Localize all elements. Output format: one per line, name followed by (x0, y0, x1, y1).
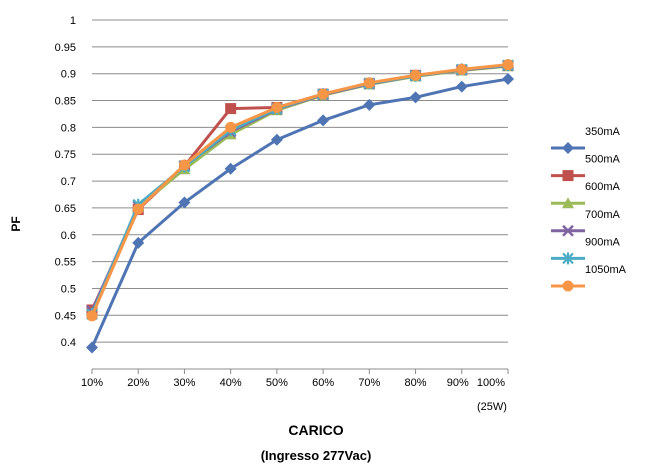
y-tick-label: 0.4 (61, 337, 76, 349)
data-point (502, 59, 514, 71)
series-line (90, 63, 509, 315)
legend: 350mA 500mA 600mA 700mA 900mA 1050mA (551, 126, 627, 292)
legend-marker (562, 197, 574, 209)
legend-label: 350mA (585, 126, 621, 138)
series-line (90, 77, 509, 349)
x-tick-label: 10% (81, 377, 103, 389)
x-tick-label: 40% (220, 377, 242, 389)
y-tick-label: 0.95 (55, 42, 76, 54)
y-tick-labels: 0.4 0.45 0.5 0.55 0.6 0.65 0.7 0.75 0.8 0.85 0.9 0.… (55, 15, 76, 349)
series-900mA (86, 59, 514, 321)
data-point (178, 159, 190, 171)
series-600mA (86, 60, 514, 318)
y-tick-label: 0.75 (55, 149, 76, 161)
data-point (410, 69, 422, 81)
data-point (363, 77, 375, 89)
y-tick-label: 0.45 (55, 310, 76, 322)
series-700mA (86, 59, 514, 317)
x-tick-label: 100% (477, 377, 505, 389)
data-point (86, 310, 98, 322)
legend-label: 1050mA (585, 264, 627, 276)
legend-label: 900mA (585, 236, 621, 248)
legend-marker (562, 170, 574, 182)
y-tick-label: 0.85 (55, 96, 76, 108)
x-tick-label: 50% (266, 377, 288, 389)
x-tick-label: 70% (358, 377, 380, 389)
legend-marker (562, 142, 574, 154)
y-tick-label: 1 (70, 15, 76, 27)
data-point (225, 121, 237, 133)
legend-marker (562, 224, 574, 237)
x-axis-label: CARICO (288, 422, 343, 438)
x-axis-subtitle: (Ingresso 277Vac) (261, 448, 372, 463)
x-tick-label: 30% (173, 377, 195, 389)
data-point (132, 203, 144, 215)
data-point (409, 91, 422, 104)
data-point (456, 63, 468, 75)
x-tick-label: 90% (447, 377, 469, 389)
data-point (132, 236, 145, 249)
y-tick-label: 0.8 (61, 122, 76, 134)
data-point (270, 133, 283, 146)
grid-lines (92, 19, 508, 370)
y-tick-label: 0.55 (55, 257, 76, 269)
data-point (178, 196, 191, 209)
legend-label: 500mA (585, 154, 621, 166)
y-tick-label: 0.6 (61, 230, 76, 242)
y-tick-label: 0.5 (61, 283, 76, 295)
data-point (271, 102, 283, 114)
x-tick-label: 80% (405, 377, 427, 389)
x-tick-labels: 10% 20% 30% 40% 50% 60% 70% 80% 90% 100% (81, 369, 509, 389)
series-lines (86, 59, 514, 354)
data-point (455, 80, 468, 93)
data-point (317, 114, 330, 127)
data-point (317, 88, 329, 100)
series-1050mA (86, 59, 514, 322)
y-tick-label: 0.7 (61, 176, 76, 188)
data-point (225, 103, 237, 115)
legend-label: 600mA (585, 181, 621, 193)
data-point (502, 73, 514, 86)
series-line (90, 63, 509, 317)
legend-label: 700mA (585, 209, 621, 221)
data-point (86, 341, 98, 354)
y-tick-label: 0.9 (61, 69, 76, 81)
series-350mA (86, 73, 514, 354)
x-tick-label: 20% (127, 377, 149, 389)
legend-marker (562, 280, 574, 292)
x-unit-note: (25W) (477, 401, 507, 413)
legend-marker (562, 252, 574, 265)
data-point (224, 162, 237, 175)
y-tick-label: 0.65 (55, 203, 76, 215)
series-500mA (86, 60, 514, 316)
y-axis-label: PF (9, 216, 23, 231)
data-point (363, 98, 376, 111)
x-tick-label: 60% (312, 377, 334, 389)
